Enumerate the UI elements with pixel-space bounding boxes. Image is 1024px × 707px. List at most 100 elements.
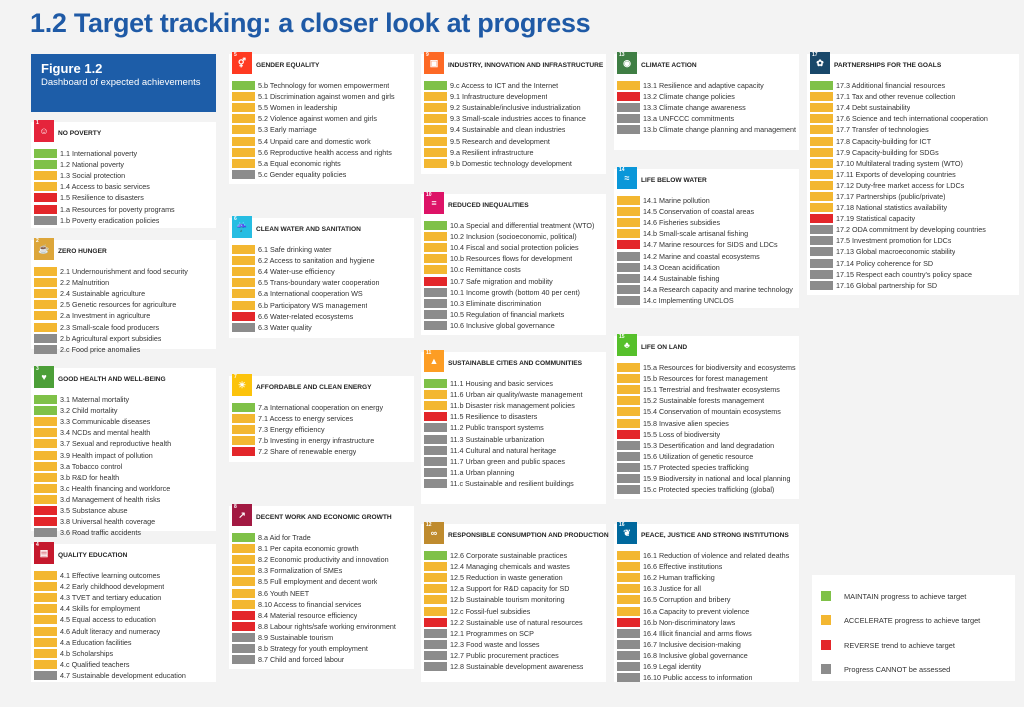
sdg-number: 3 xyxy=(36,366,39,372)
target-label: 13.b Climate change planning and managem… xyxy=(643,125,796,135)
status-swatch xyxy=(617,661,640,671)
status-swatch xyxy=(810,125,833,135)
target-row: 17.10 Multilateral trading system (WTO) xyxy=(810,158,1016,169)
target-label: 7.1 Access to energy services xyxy=(258,414,354,424)
status-swatch xyxy=(424,562,447,572)
target-label: 15.a Resources for biodiversity and ecos… xyxy=(643,363,796,373)
target-row: 1.2 National poverty xyxy=(34,159,213,170)
target-row: 17.17 Partnerships (public/private) xyxy=(810,191,1016,202)
target-label: 8.5 Full employment and decent work xyxy=(258,577,378,587)
status-swatch xyxy=(232,555,255,565)
status-swatch xyxy=(617,639,640,649)
target-row: 14.5 Conservation of coastal areas xyxy=(617,206,796,217)
target-label: 7.b Investing in energy infrastructure xyxy=(258,436,375,446)
target-label: 1.a Resources for poverty programs xyxy=(60,204,175,214)
status-swatch xyxy=(424,584,447,594)
target-label: 9.1 Infrastructure development xyxy=(450,92,548,102)
status-swatch xyxy=(34,215,57,225)
target-label: 12.1 Programmes on SCP xyxy=(450,628,534,638)
goal-panel-1: 1 ☺ NO POVERTY 1.1 International poverty 1.2… xyxy=(31,120,216,228)
target-label: 1.b Poverty eradication policies xyxy=(60,215,160,225)
status-swatch xyxy=(34,494,57,504)
status-swatch xyxy=(424,379,447,389)
target-label: 13.1 Resilience and adaptive capacity xyxy=(643,81,764,91)
target-list: 14.1 Marine pollution 14.5 Conservation o… xyxy=(617,195,796,306)
target-row: 6.a International cooperation WS xyxy=(232,288,411,299)
target-label: 2.c Food price anomalies xyxy=(60,344,141,354)
target-row: 4.3 TVET and tertiary education xyxy=(34,592,213,603)
status-swatch xyxy=(424,298,447,308)
status-swatch xyxy=(34,637,57,647)
target-row: 3.c Health financing and workforce xyxy=(34,483,213,494)
target-row: 3.d Management of health risks xyxy=(34,494,213,505)
target-row: 4.b Scholarships xyxy=(34,648,213,659)
target-label: 5.4 Unpaid care and domestic work xyxy=(258,136,371,146)
target-label: 12.5 Reduction in waste generation xyxy=(450,573,563,583)
target-row: 15.6 Utilization of genetic resource xyxy=(617,451,796,462)
target-row: 3.3 Communicable diseases xyxy=(34,416,213,427)
target-row: 14.7 Marine resources for SIDS and LDCs xyxy=(617,239,796,250)
target-row: 2.3 Small-scale food producers xyxy=(34,321,213,332)
goal-title: LIFE BELOW WATER xyxy=(641,177,707,184)
sdg-badge: 2 ☕ xyxy=(34,238,54,260)
target-row: 12.b Sustainable tourism monitoring xyxy=(424,594,603,605)
target-label: 15.2 Sustainable forests management xyxy=(643,396,765,406)
target-label: 10.1 Income growth (bottom 40 per cent) xyxy=(450,287,580,297)
sdg-number: 10 xyxy=(426,192,432,198)
target-row: 5.6 Reproductive health access and right… xyxy=(232,147,411,158)
status-swatch xyxy=(617,584,640,594)
goal-title: REDUCED INEQUALITIES xyxy=(448,202,529,209)
target-row: 5.a Equal economic rights xyxy=(232,158,411,169)
status-swatch xyxy=(810,236,833,246)
goal-header: 8 ↗ DECENT WORK AND ECONOMIC GROWTH xyxy=(229,504,414,530)
page-title: 1.2 Target tracking: a closer look at pr… xyxy=(30,8,591,38)
target-label: 9.4 Sustainable and clean industries xyxy=(450,125,566,135)
target-label: 6.b Participatory WS management xyxy=(258,300,368,310)
target-label: 9.5 Research and development xyxy=(450,136,550,146)
target-row: 2.b Agricultural export subsidies xyxy=(34,333,213,344)
target-label: 11.2 Public transport systems xyxy=(450,423,544,433)
target-label: 17.19 Statistical capacity xyxy=(836,214,916,224)
status-swatch xyxy=(232,436,255,446)
status-swatch xyxy=(424,265,447,275)
status-swatch xyxy=(232,278,255,288)
target-label: 2.3 Small-scale food producers xyxy=(60,322,160,332)
target-label: 3.3 Communicable diseases xyxy=(60,417,151,427)
status-swatch xyxy=(34,528,57,538)
heartbeat-icon: ♥ xyxy=(41,372,47,382)
goal-header: 2 ☕ ZERO HUNGER xyxy=(31,238,216,264)
target-label: 17.4 Debt sustainability xyxy=(836,103,911,113)
target-label: 8.9 Sustainable tourism xyxy=(258,632,334,642)
goal-header: 1 ☺ NO POVERTY xyxy=(31,120,216,146)
target-row: 15.1 Terrestrial and freshwater ecosyste… xyxy=(617,384,796,395)
status-swatch xyxy=(810,258,833,268)
target-label: 5.5 Women in leadership xyxy=(258,103,338,113)
target-row: 5.b Technology for women empowerment xyxy=(232,80,411,91)
status-swatch xyxy=(34,615,57,625)
target-label: 11.7 Urban green and public spaces xyxy=(450,456,565,466)
status-swatch xyxy=(424,232,447,242)
status-swatch xyxy=(617,407,640,417)
target-row: 3.1 Maternal mortality xyxy=(34,394,213,405)
target-row: 15.5 Loss of biodiversity xyxy=(617,429,796,440)
target-row: 13.a UNFCCC commitments xyxy=(617,113,796,124)
goal-title: GENDER EQUALITY xyxy=(256,62,320,69)
status-swatch xyxy=(34,193,57,203)
goal-title: NO POVERTY xyxy=(58,130,102,137)
target-row: 11.a Urban planning xyxy=(424,467,603,478)
status-swatch xyxy=(34,483,57,493)
status-swatch xyxy=(810,158,833,168)
target-label: 16.1 Reduction of violence and related d… xyxy=(643,551,790,561)
status-swatch xyxy=(232,311,255,321)
target-label: 17.17 Partnerships (public/private) xyxy=(836,191,946,201)
status-swatch xyxy=(617,81,640,91)
sdg-number: 8 xyxy=(234,504,237,510)
tree-icon: ♣ xyxy=(624,340,630,350)
target-list: 5.b Technology for women empowerment 5.1 … xyxy=(232,80,411,180)
target-row: 15.8 Invasive alien species xyxy=(617,417,796,428)
target-row: 17.7 Transfer of technologies xyxy=(810,124,1016,135)
target-label: 16.6 Effective institutions xyxy=(643,562,723,572)
status-swatch xyxy=(34,505,57,515)
target-label: 16.10 Public access to information xyxy=(643,673,753,683)
target-label: 7.2 Share of renewable energy xyxy=(258,447,357,457)
